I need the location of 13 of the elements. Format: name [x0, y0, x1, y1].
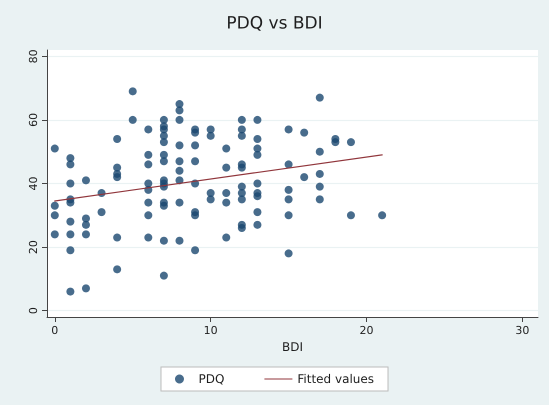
- x-axis-title: BDI: [282, 340, 304, 354]
- y-tick-label: 0: [27, 307, 40, 314]
- legend-label: Fitted values: [297, 372, 374, 386]
- legend-label: PDQ: [198, 372, 224, 386]
- x-tick-label: 10: [204, 324, 218, 337]
- y-tick-label: 20: [27, 240, 40, 254]
- y-tick-label: 40: [27, 176, 40, 190]
- x-tick-label: 0: [51, 324, 58, 337]
- y-tick-label: 60: [27, 112, 40, 127]
- x-tick-label: 20: [360, 324, 374, 337]
- y-tick-label: 80: [27, 49, 40, 64]
- x-tick-label: 30: [515, 324, 530, 337]
- chart-title: PDQ vs BDI: [226, 14, 323, 34]
